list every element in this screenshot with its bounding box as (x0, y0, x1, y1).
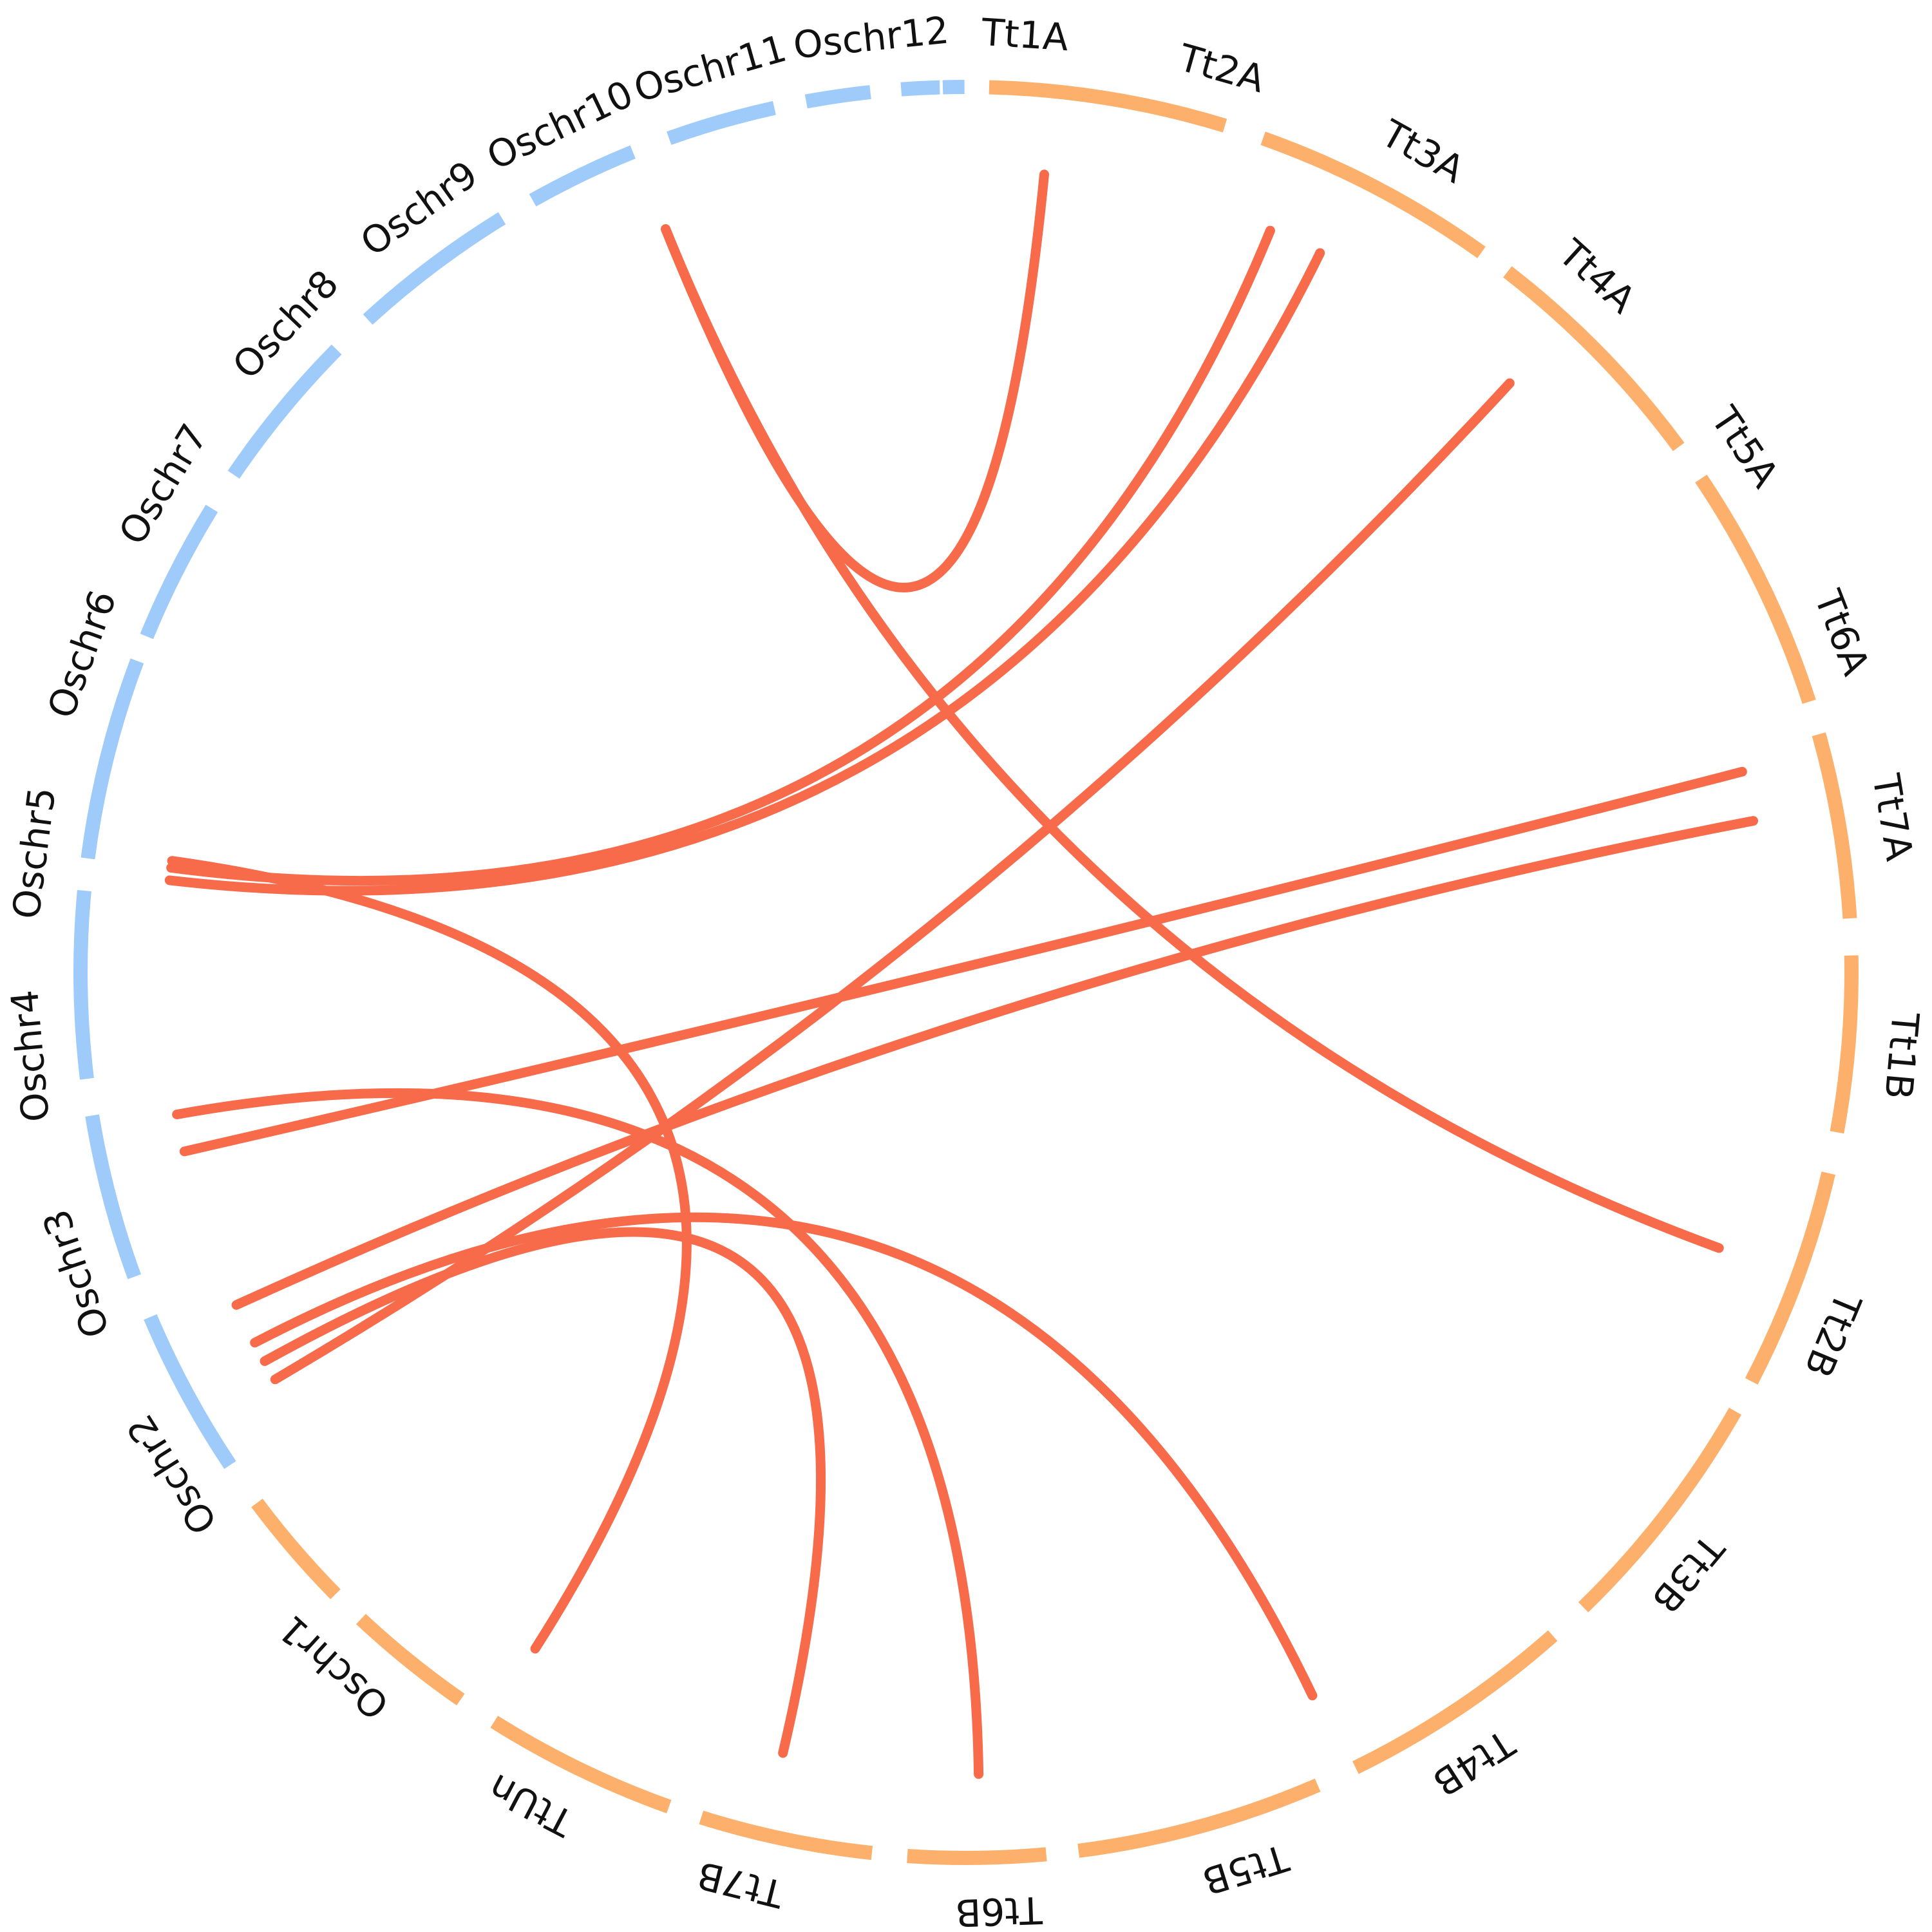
segment-label-tt2b: Tt2B (1795, 1286, 1870, 1384)
segment-oschr2 (85, 1114, 142, 1280)
segment-label-tt6b: Tt6B (954, 1888, 1043, 1932)
segment-label-oschr5: Oschr5 (4, 784, 64, 921)
link-Tt6A-Oschr2 (231, 816, 1758, 1310)
segment-label-oschr12: Oschr12 (791, 8, 951, 67)
segment-label-tt4b: Tt4B (1425, 1721, 1522, 1805)
segment-label-tt1b: Tt1B (1876, 1010, 1927, 1101)
segment-tt3a (1503, 266, 1685, 451)
segment-label-tt7b: Tt7B (693, 1853, 788, 1917)
segment-label-ttun: TtUn (481, 1765, 580, 1845)
segment-label-tt2a: Tt2A (1173, 35, 1269, 101)
segment-label-oschr8: Oschr8 (224, 261, 347, 388)
segment-tt4b (907, 1847, 1047, 1865)
segment-tt5a (1812, 732, 1857, 919)
segment-oschr3 (73, 889, 94, 1080)
segment-label-tt1a: Tt1A (980, 10, 1070, 59)
segment-oschr6 (227, 345, 342, 479)
segment-oschr5 (140, 504, 218, 639)
segment-oschr1 (144, 1314, 236, 1470)
segment-oschr11 (900, 80, 940, 97)
segment-tt7b (355, 1613, 465, 1706)
segment-oschr10 (804, 85, 871, 109)
segments-layer (73, 80, 1859, 1865)
segment-oschr12 (942, 80, 965, 95)
segment-tt5b (699, 1810, 873, 1861)
link-TtUn-Oschr4 (167, 856, 692, 1654)
segment-label-tt4a: Tt4A (1550, 231, 1644, 322)
segment-tt2a (1260, 131, 1486, 258)
segment-label-tt6a: Tt6A (1806, 583, 1879, 681)
segment-label-oschr11: Oschr11 (629, 26, 791, 111)
link-Tt1B-Oschr10 (661, 224, 1724, 1253)
segment-tt1a (989, 80, 1227, 133)
segment-tt7a (1745, 1171, 1835, 1385)
segment-tt4a (1695, 474, 1816, 705)
link-Tt2A-Oschr4 (166, 225, 1275, 886)
links-layer (164, 169, 1758, 1779)
segment-label-oschr3: Oschr3 (34, 1204, 118, 1343)
segment-label-oschr4: Oschr4 (3, 988, 58, 1123)
segment-label-oschr1: Oschr1 (270, 1607, 397, 1728)
segment-label-tt3a: Tt3A (1374, 111, 1472, 192)
link-Tt4B-Oschr3 (172, 1088, 984, 1779)
segment-label-tt3b: Tt3B (1643, 1526, 1733, 1622)
segment-tt2b (1352, 1630, 1558, 1774)
segment-ttun (251, 1499, 341, 1600)
segment-label-tt5a: Tt5A (1702, 399, 1787, 496)
link-Tt2A-Oschr4 (164, 248, 1325, 896)
link-Tt3B-Oschr2 (250, 1212, 1318, 1701)
segment-label-oschr6: Oschr6 (39, 585, 126, 724)
segment-oschr4 (80, 658, 144, 860)
segment-oschr8 (529, 145, 636, 207)
segment-tt6b (490, 1716, 672, 1814)
segment-label-tt5b: Tt5B (1197, 1835, 1294, 1903)
link-Tt1A-Oschr10 (661, 169, 1049, 592)
segment-label-tt7a: Tt7A (1864, 770, 1922, 864)
segment-oschr7 (363, 212, 506, 325)
link-Tt6B-Oschr2 (260, 1227, 826, 1758)
segment-tt3b (1077, 1778, 1321, 1858)
segment-oschr9 (667, 100, 776, 146)
segment-tt1b (1578, 1407, 1741, 1613)
segment-tt6a (1830, 955, 1859, 1134)
